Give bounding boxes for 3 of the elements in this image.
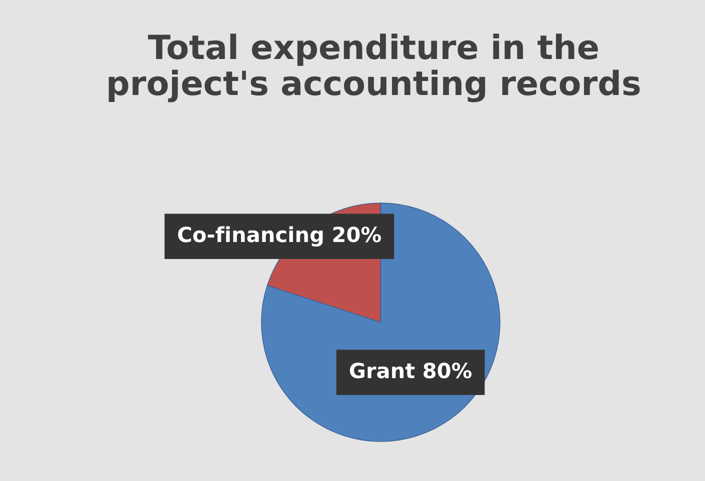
chart-title: Total expenditure in the project's accounting records bbox=[108, 34, 640, 102]
slice-label: Grant 80% bbox=[350, 362, 472, 378]
slice-label: Co-financing 20% bbox=[178, 226, 381, 247]
